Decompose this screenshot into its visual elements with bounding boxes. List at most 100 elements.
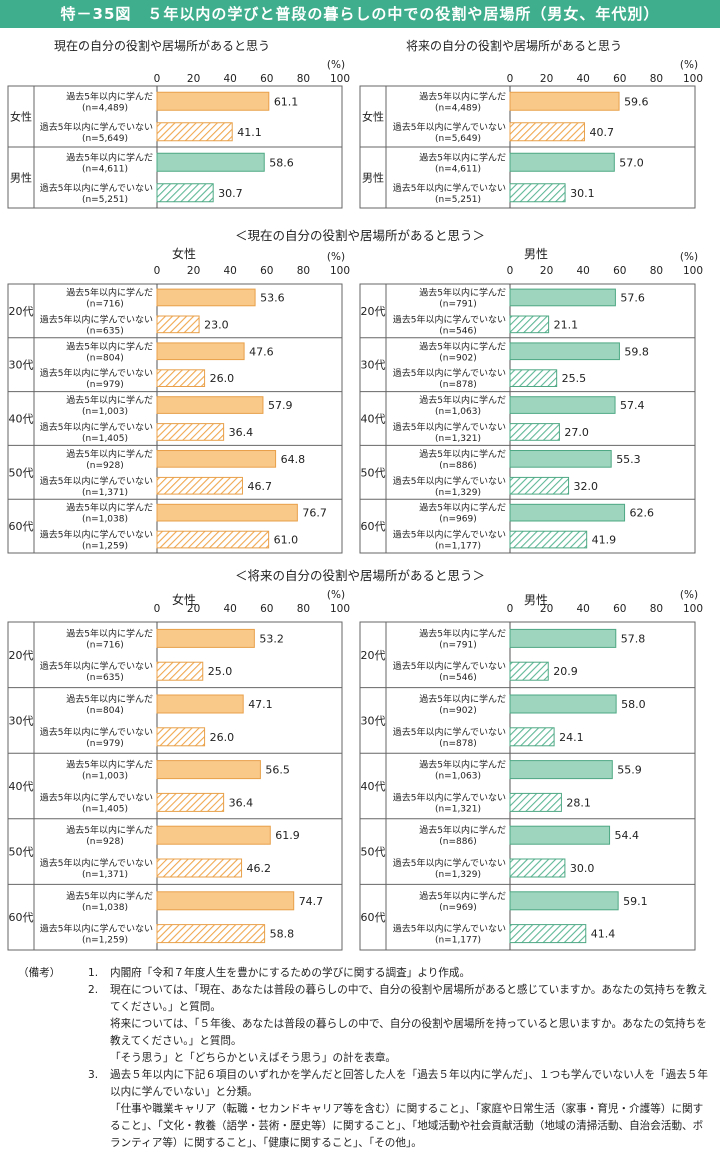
bar-category-label: 過去5年以内に学んでいない [40,791,153,803]
bar [156,727,206,747]
bar-sample-size: (n=5,251) [82,195,128,205]
bar-category-label: 過去5年以内に学んでいない [40,857,153,869]
bar-sample-size: (n=878) [439,380,476,390]
bar-sample-size: (n=791) [439,640,476,650]
bar [156,694,244,714]
bar [509,450,612,468]
bar-sample-size: (n=1,177) [435,542,481,552]
bar-sample-size: (n=5,251) [435,195,481,205]
figure-title-bar: 特－35図 ５年以内の学びと普段の暮らしの中での役割や居場所（男女、年代別） [0,0,720,28]
x-tick-label: 100 [683,603,703,615]
bar-sample-size: (n=1,329) [435,488,481,498]
note-text: 「仕事や職業キャリア（転職・セカンドキャリア等を含む）に関すること」、「家庭や日… [110,1103,704,1149]
bar [156,396,264,414]
group-label: 20代 [9,305,34,318]
group-label: 40代 [361,413,386,426]
group-label: 40代 [9,413,34,426]
bar [156,628,255,648]
group-label: 50代 [361,466,386,479]
group-label: 20代 [9,649,34,662]
bar [156,342,245,361]
note-number: 2. [88,984,99,996]
bar-value-label: 25.0 [208,665,233,678]
bar-category-label: 過去5年以内に学んでいない [40,660,153,672]
bar-category-label: 過去5年以内に学んでいない [393,367,506,379]
x-tick-label: 100 [683,73,703,85]
x-tick-label: 100 [330,603,350,615]
note-text: 「そう思う」と「どちらかといえばそう思う」の計を表章。 [110,1052,397,1064]
bar-sample-size: (n=979) [86,380,123,390]
group-label: 女性 [362,110,384,124]
x-tick-label: 40 [224,73,237,85]
bar-category-label: 過去5年以内に学んでいない [393,475,506,487]
group-label: 50代 [9,466,34,479]
bar-value-label: 36.4 [229,426,254,439]
panel-frame [359,283,696,554]
percent-unit: (%) [327,59,345,71]
bar-sample-size: (n=791) [439,299,476,309]
bar [509,288,616,307]
group-label: 60代 [9,520,34,533]
group-label: 20代 [361,649,386,662]
bar [156,91,270,111]
bar-sample-size: (n=804) [86,353,123,363]
note-text: 現在については、「現在、あなたは普段の暮らしの中で、自分の役割や居場所があると感… [110,984,708,1013]
bar-category-label: 過去5年以内に学んでいない [393,529,506,541]
bar-value-label: 47.6 [249,345,274,358]
bar-category-label: 過去5年以内に学んでいない [393,791,506,803]
x-tick-label: 20 [187,265,200,277]
bar [509,530,588,549]
bar-category-label: 過去5年以内に学んだ [419,286,506,298]
bar [509,825,611,845]
x-tick-label: 20 [187,73,200,85]
bar-value-label: 54.4 [615,829,640,842]
group-label: 50代 [361,846,386,859]
x-tick-label: 80 [297,265,310,277]
bar-sample-size: (n=716) [86,299,123,309]
bar-category-label: 過去5年以内に学んだ [419,151,506,163]
bar [509,760,613,780]
bar [509,396,616,414]
group-label: 男性 [362,171,384,185]
bar [156,792,225,812]
bar-sample-size: (n=1,321) [435,804,481,814]
bar-category-label: 過去5年以内に学んだ [419,759,506,771]
bar-sample-size: (n=5,649) [435,134,481,144]
bar-sample-size: (n=4,489) [435,103,481,113]
group-label: 40代 [9,780,34,793]
bar [509,152,615,172]
bar [156,858,243,878]
bar-category-label: 過去5年以内に学んだ [66,448,153,460]
x-tick-label: 80 [297,603,310,615]
bar-value-label: 58.8 [270,928,295,941]
bar-value-label: 59.6 [624,95,649,108]
panel-frame [359,621,696,951]
bar [509,183,566,203]
bar-sample-size: (n=1,329) [435,870,481,880]
bar-value-label: 27.0 [564,426,589,439]
bar-category-label: 過去5年以内に学んでいない [393,857,506,869]
bar-sample-size: (n=969) [439,903,476,913]
notes: （備考） 1. 内閣府「令和７年度人生を豊かにするための学びに関する調査」より作… [18,965,708,1152]
bar-sample-size: (n=5,649) [82,134,128,144]
bar-value-label: 40.7 [589,126,614,139]
bar-category-label: 過去5年以内に学んでいない [40,367,153,379]
group-label: 30代 [361,714,386,727]
bar-value-label: 62.6 [630,507,655,520]
x-tick-label: 0 [154,73,161,85]
chart-title: 女性 [172,592,196,607]
bar-category-label: 過去5年以内に学んでいない [393,660,506,672]
bar-sample-size: (n=1,038) [82,515,128,525]
bar [509,369,558,387]
bar-value-label: 25.5 [562,372,587,385]
bar-value-label: 55.9 [617,764,642,777]
panel-frame [7,621,343,951]
bar [156,183,214,203]
bar-value-label: 57.8 [621,632,646,645]
bar-category-label: 過去5年以内に学んだ [66,90,153,102]
bar-category-label: 過去5年以内に学んだ [419,693,506,705]
bar-sample-size: (n=1,177) [435,936,481,946]
bar [509,727,555,747]
bar [509,792,562,812]
x-tick-label: 80 [650,265,663,277]
